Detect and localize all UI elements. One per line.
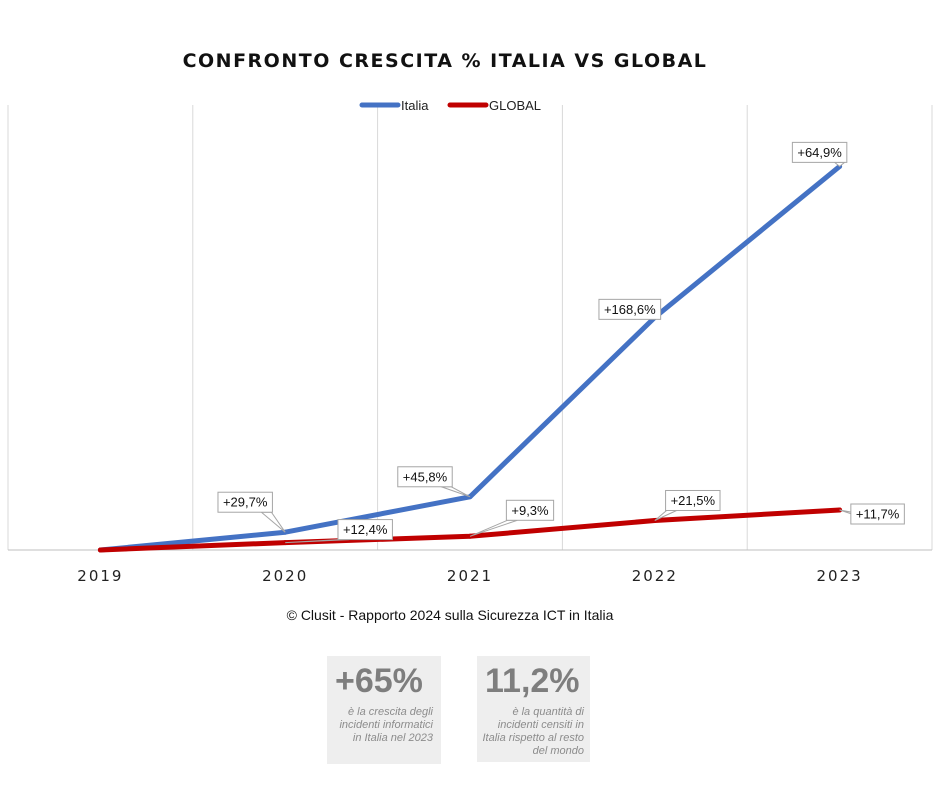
data-label-pointer xyxy=(260,511,286,533)
data-label-box xyxy=(397,466,453,488)
series-line xyxy=(97,163,843,553)
chart-title: CONFRONTO CRESCITA % ITALIA VS GLOBAL xyxy=(182,50,708,72)
data-label-box xyxy=(505,499,555,521)
stat-description: è la crescita degli incidenti informatic… xyxy=(339,706,433,744)
data-label-box xyxy=(791,141,848,163)
data-label: +12,4% xyxy=(343,522,388,537)
data-label: +64,9% xyxy=(797,145,842,160)
data-label: +45,8% xyxy=(403,469,448,484)
data-label-box xyxy=(665,489,721,511)
data-label-pointer xyxy=(441,486,471,498)
legend-entry: GLOBAL xyxy=(489,98,541,113)
data-label-pointer xyxy=(833,161,847,168)
data-label-box xyxy=(850,503,905,525)
data-label: +168,6% xyxy=(604,302,656,317)
data-label: +29,7% xyxy=(223,495,268,510)
stat-value: 11,2% xyxy=(485,662,580,700)
stat-card-growth: +65% è la crescita degli incidenti infor… xyxy=(327,656,441,764)
legend-entry: Italia xyxy=(401,98,429,113)
x-tick-label: 2022 xyxy=(632,567,678,585)
growth-line-chart: 2019 2020 2021 2022 2023 Italia GLOBAL +29,7% +4… xyxy=(7,98,933,585)
x-tick-label: 2021 xyxy=(447,567,493,585)
x-tick-label: 2020 xyxy=(262,567,308,585)
stat-card-share: 11,2% è la quantità di incidenti censiti… xyxy=(477,656,590,762)
data-label: +11,7% xyxy=(856,507,900,522)
data-label-box xyxy=(217,491,273,513)
stat-description: è la quantità di incidenti censiti in It… xyxy=(482,706,585,757)
data-label-box xyxy=(598,298,662,320)
data-label: +9,3% xyxy=(511,503,549,518)
data-label: +21,5% xyxy=(671,493,716,508)
data-label-box xyxy=(337,519,393,541)
series-line xyxy=(97,507,843,553)
x-tick-label: 2019 xyxy=(77,567,123,585)
data-point xyxy=(97,547,103,553)
stat-value: +65% xyxy=(335,662,423,700)
source-caption: © Clusit - Rapporto 2024 sulla Sicurezza… xyxy=(286,607,614,623)
x-tick-label: 2023 xyxy=(817,567,863,585)
